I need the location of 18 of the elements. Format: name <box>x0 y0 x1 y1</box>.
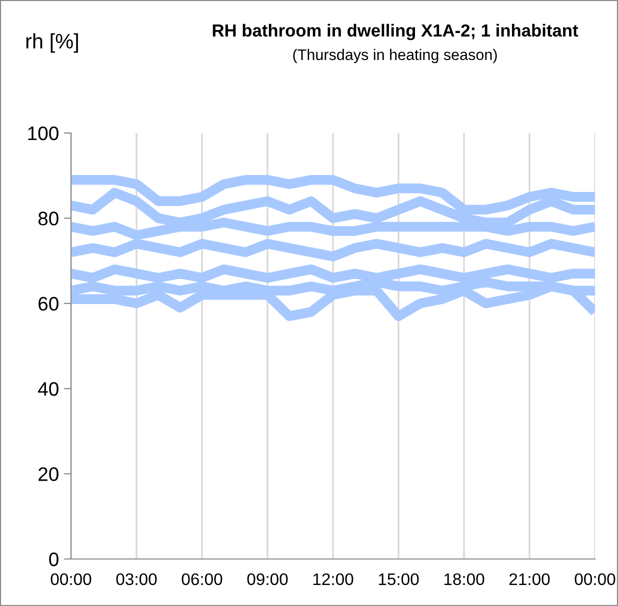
x-tick-label: 12:00 <box>313 573 354 586</box>
y-tick-label: 0 <box>49 552 58 566</box>
x-tick-label: 00:00 <box>50 573 92 586</box>
x-tick-label: 03:00 <box>116 573 157 586</box>
y-tick-label: 20 <box>38 467 58 482</box>
x-tick-label: 09:00 <box>247 573 288 586</box>
chart-title: RH bathroom in dwelling X1A-2; 1 inhabitant <box>212 24 578 40</box>
x-tick-label: 18:00 <box>444 573 484 586</box>
y-tick-label: 40 <box>38 382 58 396</box>
y-tick-label: 60 <box>38 296 58 311</box>
x-tick-label: 21:00 <box>509 573 550 586</box>
x-tick-label: 06:00 <box>182 573 222 586</box>
y-tick-label: 80 <box>38 212 58 226</box>
y-axis-title: rh [%] <box>26 33 78 53</box>
chart-subtitle: (Thursdays in heating season) <box>293 48 497 64</box>
y-tick-label: 100 <box>28 126 58 140</box>
x-tick-label: 15:00 <box>378 573 419 586</box>
x-tick-label: 00:00 <box>574 573 616 586</box>
